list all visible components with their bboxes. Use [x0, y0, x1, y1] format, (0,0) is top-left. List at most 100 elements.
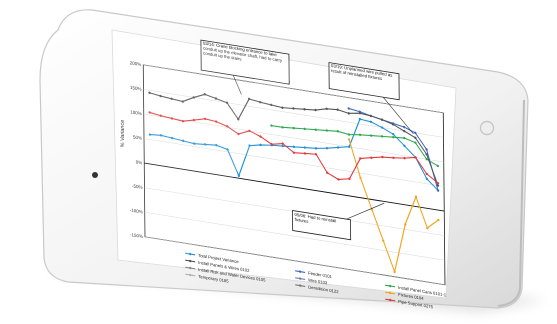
data-point — [314, 128, 317, 131]
data-point — [303, 108, 306, 111]
data-point — [414, 131, 417, 135]
data-point — [425, 172, 429, 176]
data-point — [270, 143, 273, 146]
data-point — [214, 97, 218, 100]
legend-item: Fixtures 0104 — [385, 291, 424, 301]
data-point — [337, 178, 340, 181]
callout-box — [200, 39, 290, 85]
y-tick-labels: 200% 150% 100% 50% 0% -50% -100% -150% — [130, 60, 143, 239]
data-point — [159, 134, 163, 137]
data-point — [403, 136, 406, 140]
data-point — [392, 133, 395, 136]
legend-label: Feeder 0101 — [308, 270, 332, 279]
callout-crane: 03/14: Crane blocking entrance to take c… — [200, 39, 290, 95]
legend-item: Total Project Variance — [185, 252, 239, 265]
data-point — [159, 114, 163, 117]
data-point — [380, 118, 384, 121]
data-point — [347, 107, 350, 110]
data-point — [347, 138, 351, 141]
gridline — [143, 138, 444, 187]
data-point — [347, 133, 351, 136]
data-point — [425, 148, 428, 151]
data-point — [348, 177, 351, 180]
legend-item: Pipe Support 0275 — [385, 298, 434, 310]
data-point — [303, 152, 307, 155]
data-point — [369, 114, 373, 118]
legend-label: Fixtures 0104 — [398, 292, 424, 301]
data-point — [358, 111, 362, 115]
data-point — [170, 136, 174, 140]
data-point — [403, 125, 406, 129]
legend-marker — [388, 291, 392, 295]
camera-icon — [92, 172, 98, 178]
legend-item: Wire 0103 — [295, 277, 328, 286]
legend-label: Pipe Support 0275 — [398, 299, 433, 310]
data-point — [225, 101, 229, 104]
data-point — [247, 97, 251, 101]
series-2 — [270, 124, 440, 168]
data-point — [325, 146, 329, 150]
data-point — [358, 117, 362, 121]
data-point — [369, 120, 373, 124]
data-point — [204, 143, 207, 146]
y-axis-title: % Variance — [120, 119, 126, 148]
data-point — [326, 171, 329, 174]
data-point — [170, 117, 174, 120]
callout-pointer — [232, 75, 242, 95]
series-line — [271, 124, 439, 167]
data-point — [370, 156, 373, 159]
tablet-edge — [497, 99, 525, 307]
data-point — [237, 118, 240, 121]
callout-box — [328, 62, 400, 101]
callout-pointer — [382, 97, 414, 135]
data-point — [303, 127, 306, 131]
data-point — [303, 146, 307, 149]
legend-label: Wire 0103 — [308, 277, 328, 285]
data-point — [192, 96, 196, 99]
data-point — [281, 106, 284, 109]
gridline — [143, 64, 444, 113]
data-point — [382, 239, 385, 242]
legend-marker — [298, 270, 302, 273]
data-point — [292, 126, 295, 130]
data-point — [381, 155, 384, 159]
data-point — [414, 156, 417, 159]
legend-label: Total Project Variance — [198, 253, 239, 265]
data-point — [347, 145, 351, 149]
data-point — [314, 108, 317, 112]
data-point — [392, 135, 395, 139]
gridline — [144, 236, 445, 285]
data-point — [270, 124, 273, 127]
data-point — [214, 120, 218, 123]
y-tick-label: -50% — [132, 183, 143, 190]
data-point — [336, 130, 340, 133]
data-point — [391, 123, 395, 126]
data-point — [336, 108, 339, 111]
data-point — [181, 100, 184, 103]
data-point — [425, 177, 429, 181]
data-point — [193, 142, 196, 145]
series-3 — [148, 91, 440, 187]
y-tick-label: -150% — [130, 232, 143, 239]
series-lines — [148, 91, 440, 274]
data-point — [148, 91, 151, 95]
gridline — [144, 212, 445, 261]
data-point — [203, 93, 207, 96]
legend-item: Temporary 0185 — [185, 273, 229, 284]
callout-reinstall: 05/06: Had to reinstall fixtures — [292, 202, 385, 241]
data-point — [369, 134, 373, 137]
data-point — [414, 136, 417, 139]
data-point — [404, 223, 407, 226]
data-point — [381, 135, 384, 138]
data-point — [248, 129, 251, 133]
data-point — [437, 218, 440, 222]
legend-marker — [298, 277, 302, 280]
data-point — [281, 126, 284, 129]
y-tick-label: 50% — [133, 134, 142, 140]
data-point — [359, 176, 362, 180]
gridline — [144, 162, 445, 212]
data-point — [192, 118, 196, 122]
home-button-icon — [479, 120, 495, 136]
y-tick-label: 0% — [136, 159, 143, 165]
